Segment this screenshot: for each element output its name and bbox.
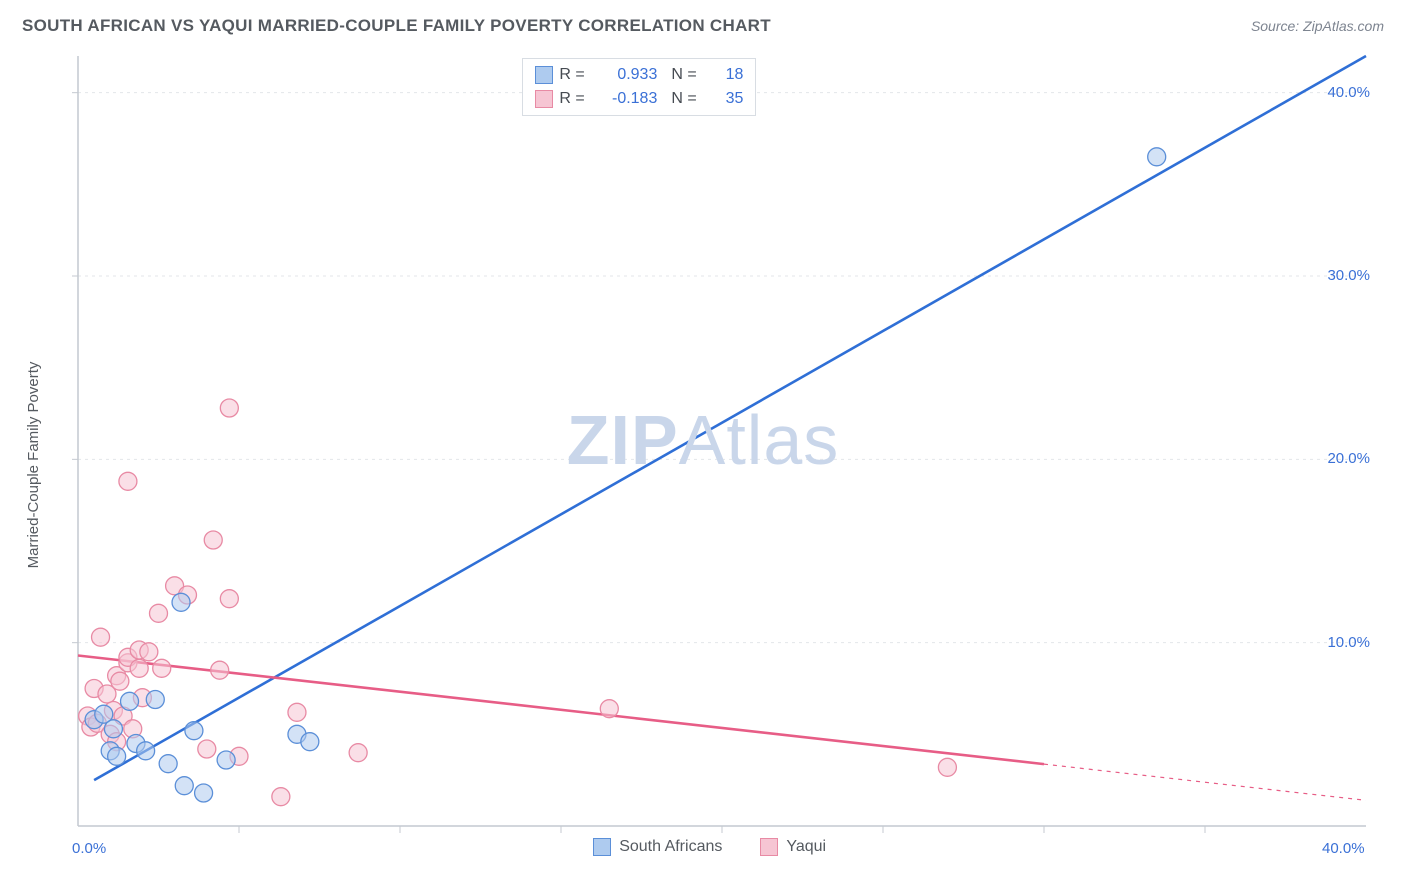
r-value: 0.933 — [597, 66, 657, 84]
n-value: 35 — [709, 90, 743, 108]
legend-row-blue: R = 0.933 N = 18 — [535, 63, 743, 87]
x-tick-label: 40.0% — [1322, 840, 1365, 857]
scatter-chart — [20, 48, 1386, 882]
legend-row-pink: R = -0.183 N = 35 — [535, 87, 743, 111]
y-tick-label: 10.0% — [1327, 634, 1370, 651]
legend-label: Yaqui — [786, 838, 826, 856]
correlation-legend: R = 0.933 N = 18 R = -0.183 N = 35 — [522, 58, 756, 116]
legend-item-blue: South Africans — [593, 838, 722, 856]
chart-header: SOUTH AFRICAN VS YAQUI MARRIED-COUPLE FA… — [0, 0, 1406, 42]
y-tick-label: 30.0% — [1327, 267, 1370, 284]
r-label: R = — [559, 90, 591, 108]
legend-swatch-blue — [593, 838, 611, 856]
legend-swatch-blue — [535, 66, 553, 84]
n-label: N = — [671, 90, 703, 108]
source-label: Source: ZipAtlas.com — [1251, 18, 1384, 34]
legend-swatch-pink — [535, 90, 553, 108]
legend-item-pink: Yaqui — [760, 838, 826, 856]
legend-swatch-pink — [760, 838, 778, 856]
n-label: N = — [671, 66, 703, 84]
series-legend: South Africans Yaqui — [593, 838, 826, 856]
y-tick-label: 20.0% — [1327, 450, 1370, 467]
y-tick-label: 40.0% — [1327, 84, 1370, 101]
x-tick-label: 0.0% — [72, 840, 106, 857]
y-axis-title: Married-Couple Family Poverty — [25, 362, 42, 569]
r-label: R = — [559, 66, 591, 84]
chart-area: Married-Couple Family Poverty ZIPAtlas R… — [20, 48, 1386, 882]
n-value: 18 — [709, 66, 743, 84]
r-value: -0.183 — [597, 90, 657, 108]
chart-title: SOUTH AFRICAN VS YAQUI MARRIED-COUPLE FA… — [22, 16, 771, 36]
legend-label: South Africans — [619, 838, 722, 856]
